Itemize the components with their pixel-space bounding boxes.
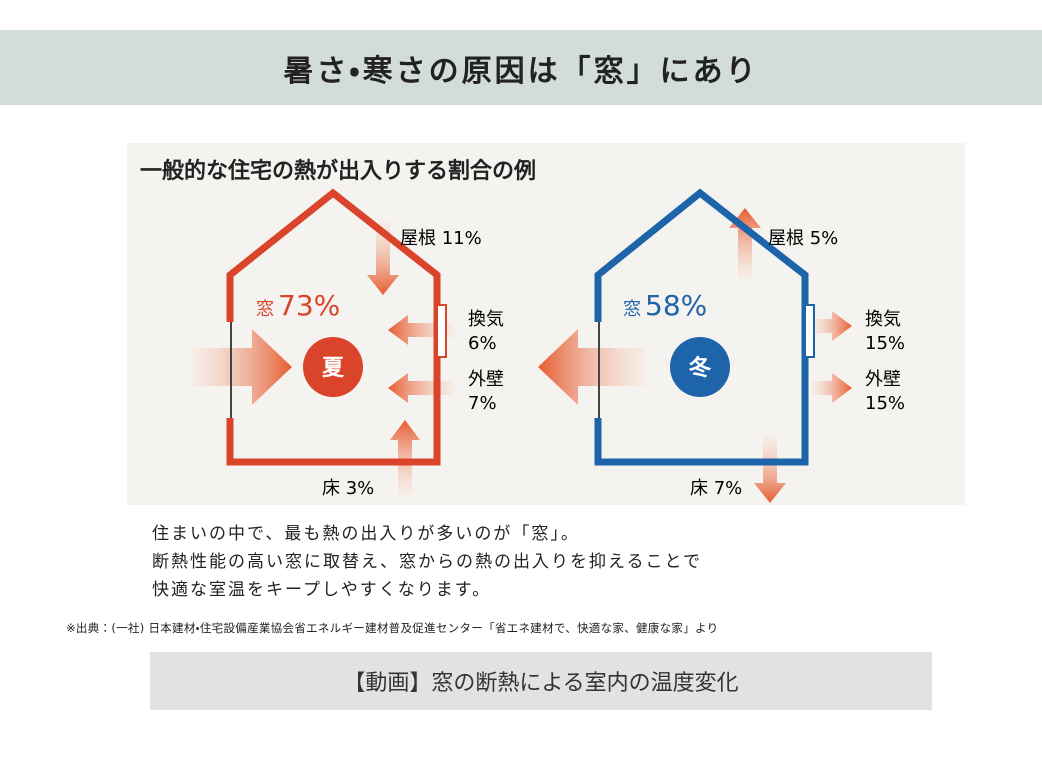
- winter-vent-label: 換気: [865, 309, 901, 330]
- summer-window-label: 窓 73%: [256, 289, 340, 322]
- winter-badge: [670, 337, 730, 397]
- description-line: 住まいの中で、最も熱の出入りが多いのが「窓」。: [152, 524, 580, 544]
- winter-roof: 屋根 5%: [768, 228, 838, 249]
- winter-wall-label: 外壁: [865, 369, 901, 390]
- heat-arrow: [754, 436, 786, 503]
- heat-arrow: [538, 329, 645, 405]
- summer-vent-value: 6%: [468, 333, 497, 354]
- winter-vent: [804, 304, 815, 358]
- source-note: ※出典：(一社) 日本建材・住宅設備産業協会省エネルギー建材普及促進センター「省…: [66, 621, 719, 635]
- video-button[interactable]: 【動画】窓の断熱による室内の温度変化: [150, 652, 932, 710]
- summer-floor: 床 3%: [322, 478, 374, 499]
- heat-arrow: [812, 311, 852, 341]
- summer-vent: [436, 304, 447, 358]
- heat-arrow: [192, 329, 292, 405]
- description: 住まいの中で、最も熱の出入りが多いのが「窓」。 断熱性能の高い窓に取替え、窓から…: [152, 520, 702, 604]
- page-title: 暑さ・寒さの原因は「窓」にあり: [0, 30, 1042, 105]
- summer-wall-label: 外壁: [468, 369, 504, 390]
- description-line: 断熱性能の高い窓に取替え、窓からの熱の出入りを抑えることで: [152, 552, 702, 572]
- heat-arrow: [812, 373, 852, 403]
- summer-roof: 屋根 11%: [400, 228, 482, 249]
- winter-season: 冬: [688, 355, 712, 381]
- winter-floor: 床 7%: [690, 478, 742, 499]
- description-line: 快適な室温をキープしやすくなります。: [152, 580, 492, 600]
- heat-arrow: [367, 222, 399, 295]
- summer-wall-value: 7%: [468, 393, 497, 414]
- winter-wall-value: 15%: [865, 393, 905, 414]
- summer-house: [226, 188, 441, 466]
- winter-house: [594, 188, 809, 466]
- infographic-title: 一般的な住宅の熱が出入りする割合の例: [140, 158, 536, 184]
- summer-vent-label: 換気: [468, 309, 504, 330]
- winter-window-label: 窓 58%: [623, 289, 707, 322]
- winter-vent-value: 15%: [865, 333, 905, 354]
- infographic: 一般的な住宅の熱が出入りする割合の例 窓 73% 夏 屋根 11% 換気 6% 外…: [127, 143, 965, 505]
- heat-arrow: [390, 420, 420, 495]
- heat-arrow: [388, 373, 455, 403]
- summer-badge: [303, 337, 363, 397]
- summer-season: 夏: [322, 356, 345, 381]
- heat-arrow: [388, 315, 455, 345]
